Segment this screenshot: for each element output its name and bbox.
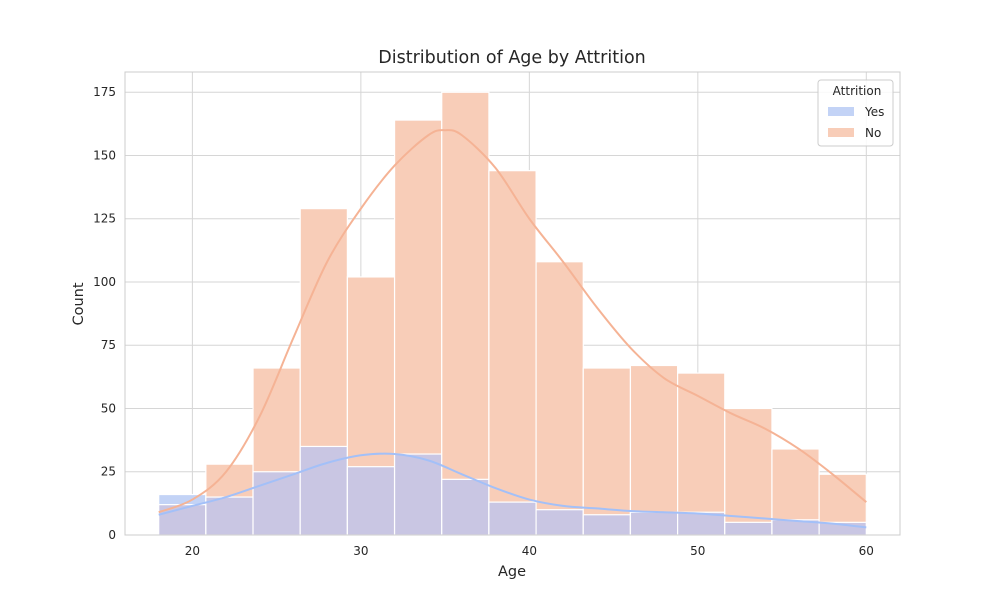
legend-title: Attrition — [833, 84, 882, 98]
legend-swatch-yes — [828, 107, 854, 116]
y-tick-label: 75 — [101, 338, 116, 352]
x-tick-label: 30 — [353, 544, 368, 558]
legend-swatch-no — [828, 128, 854, 137]
x-tick-label: 50 — [690, 544, 705, 558]
bar-yes — [441, 478, 490, 536]
bars-layer — [158, 91, 867, 536]
y-axis-label: Count — [71, 282, 87, 325]
bar-no — [677, 372, 726, 536]
bar-yes — [488, 501, 537, 536]
y-tick-label: 150 — [93, 148, 116, 162]
x-axis-label: Age — [498, 564, 526, 580]
bar-no — [535, 261, 584, 536]
bar-no — [441, 91, 490, 536]
bar-yes — [629, 511, 679, 536]
legend: Attrition Yes No — [817, 79, 894, 147]
bar-yes — [393, 453, 443, 536]
x-tick-label: 20 — [185, 544, 200, 558]
bar-no — [724, 407, 773, 536]
bar-yes — [535, 509, 584, 536]
bar-yes — [582, 514, 632, 536]
y-tick-label: 100 — [93, 275, 116, 289]
bar-no — [629, 364, 679, 536]
bar-yes — [724, 521, 773, 536]
legend-label-no: No — [865, 126, 881, 140]
bar-no — [488, 170, 537, 536]
kde-layer — [158, 129, 867, 529]
chart-title: Distribution of Age by Attrition — [378, 48, 646, 68]
ticks-layer: 20 30 40 50 60 0 25 50 75 100 125 150 175 — [93, 85, 874, 558]
frame-layer — [124, 71, 901, 536]
y-tick-label: 0 — [108, 528, 116, 542]
bar-yes — [205, 496, 254, 536]
plot-frame — [124, 71, 901, 536]
x-tick-label: 40 — [522, 544, 537, 558]
y-tick-label: 125 — [93, 212, 116, 226]
kde-line-no — [158, 129, 867, 514]
kde-line-yes — [158, 452, 867, 529]
y-tick-label: 50 — [101, 401, 116, 415]
y-tick-label: 175 — [93, 85, 116, 99]
bar-yes — [252, 471, 301, 536]
legend-label-yes: Yes — [864, 105, 884, 119]
x-tick-label: 60 — [859, 544, 874, 558]
bar-yes — [346, 466, 396, 536]
y-tick-label: 25 — [101, 465, 116, 479]
